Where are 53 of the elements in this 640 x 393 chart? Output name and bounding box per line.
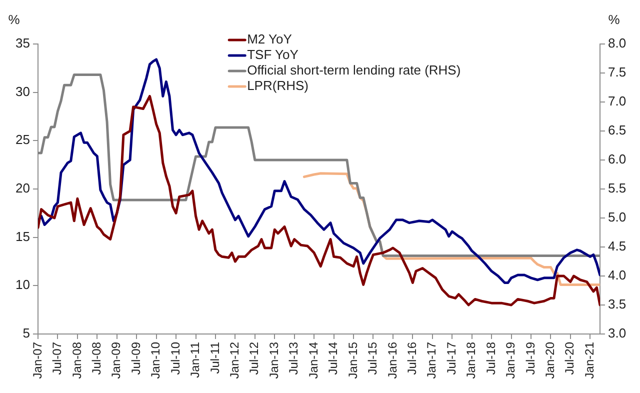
x-tick-label: Jul-18 — [484, 342, 498, 375]
x-tick-label: Jan-10 — [148, 342, 163, 379]
x-tick-label: Jul-09 — [128, 342, 143, 375]
x-tick-label: Jan-11 — [188, 342, 202, 378]
y2-tick-label: 5.0 — [608, 210, 626, 225]
legend-label: TSF YoY — [247, 47, 299, 62]
x-tick-label: Jul-11 — [208, 342, 222, 374]
legend-label: Official short-term lending rate (RHS) — [247, 62, 461, 78]
y-tick-label: 20 — [16, 180, 30, 196]
x-tick-label: Jul-20 — [562, 342, 577, 375]
y-tick-label: 5 — [22, 326, 30, 341]
y2-tick-label: 6.5 — [608, 122, 626, 138]
y2-tick-label: 3.5 — [608, 296, 626, 312]
x-tick-label: Jul-08 — [89, 342, 104, 375]
x-tick-label: Jan-09 — [109, 342, 124, 379]
x-tick-label: Jan-15 — [346, 342, 360, 379]
x-tick-label: Jan-20 — [543, 342, 558, 379]
x-tick-label: Jul-07 — [50, 342, 64, 375]
y2-tick-label: 5.5 — [608, 180, 626, 196]
x-tick-label: Jan-21 — [582, 342, 596, 379]
x-tick-label: Jan-14 — [306, 342, 320, 379]
x-tick-label: Jul-16 — [404, 342, 419, 375]
y-tick-label: 35 — [16, 36, 30, 51]
x-tick-label: Jan-17 — [424, 342, 439, 379]
y2-axis-title: % — [608, 12, 620, 27]
x-tick-label: Jul-17 — [444, 342, 458, 375]
x-tick-label: Jan-16 — [385, 342, 400, 379]
x-tick-label: Jul-13 — [286, 342, 301, 375]
y2-tick-label: 8.0 — [608, 36, 626, 51]
x-tick-label: Jan-07 — [30, 342, 44, 379]
legend-label: M2 YoY — [247, 32, 292, 47]
y-tick-label: 10 — [16, 277, 30, 292]
legend-label: LPR(RHS) — [247, 78, 308, 94]
x-tick-label: Jan-08 — [70, 342, 84, 379]
y-tick-label: 25 — [16, 132, 30, 148]
y-tick-label: 15 — [16, 228, 30, 244]
x-tick-label: Jul-10 — [168, 342, 182, 375]
x-tick-label: Jul-14 — [326, 342, 340, 375]
y2-tick-label: 4.0 — [608, 268, 626, 283]
x-tick-label: Jan-19 — [504, 342, 518, 379]
y2-tick-label: 7.5 — [608, 64, 626, 80]
y2-tick-label: 3.0 — [608, 326, 626, 341]
y2-tick-label: 6.0 — [608, 152, 626, 167]
y-tick-label: 30 — [16, 84, 30, 99]
x-tick-label: Jan-13 — [266, 342, 281, 379]
y-axis-title: % — [8, 12, 20, 27]
x-tick-label: Jul-15 — [366, 342, 380, 375]
x-tick-label: Jan-12 — [228, 342, 242, 379]
x-tick-label: Jul-19 — [523, 342, 538, 375]
x-tick-label: Jan-18 — [464, 342, 478, 379]
x-tick-label: Jul-12 — [247, 342, 262, 375]
y2-tick-label: 4.5 — [608, 238, 626, 254]
y2-tick-label: 7.0 — [608, 94, 626, 109]
